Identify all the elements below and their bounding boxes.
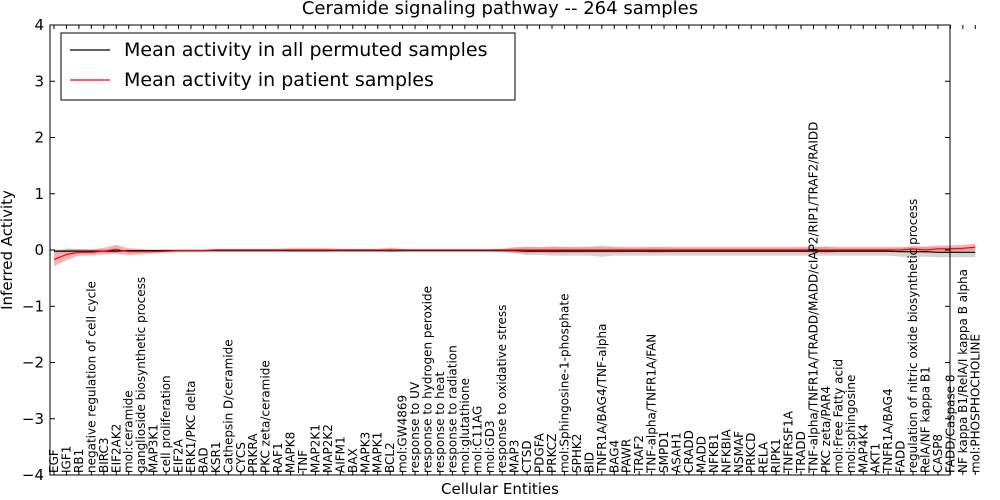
y-tick-label: 2 (34, 129, 44, 147)
x-tick-label: BAX (346, 448, 360, 473)
x-tick-label: CTSD (520, 440, 534, 473)
x-tick-label: TNFR1A/BAG4/TNF-alpha (595, 324, 609, 474)
x-tick-label: NFKBIA (719, 428, 733, 473)
x-tick-label: ganglioside biosynthetic process (134, 277, 148, 473)
x-tick-label: response to heat (433, 371, 447, 473)
x-tick-label: negative regulation of cell cycle (84, 281, 98, 473)
x-tick-label: TNF-alpha/TNFR1A/TRADD/MADD/cIAP2/RIP1/T… (806, 122, 820, 474)
x-tick-label: CRADD (682, 430, 696, 473)
x-tick-label: Cathepsin D/ceramide (221, 339, 235, 473)
x-tick-label: NF kappa B1/RelA/I kappa B alpha (956, 269, 970, 473)
x-tick-label: mol:sphingosine (844, 375, 858, 473)
y-tick-label: 3 (34, 72, 44, 90)
y-axis-ticks: 4 3 2 1 0 −1 −2 −3 −4 (22, 16, 950, 484)
x-tick-label: TNFRSF1A (782, 410, 796, 474)
x-tick-label: BIRC3 (97, 437, 111, 473)
x-tick-label: regulation of nitric oxide biosynthetic … (906, 199, 920, 473)
x-tick-label: mol:Sphingosine-1-phosphate (557, 294, 571, 474)
x-tick-label: mol:ceramide (122, 390, 136, 473)
x-tick-label: MAPK1 (371, 432, 385, 473)
x-tick-label: BAG4 (607, 440, 621, 473)
y-tick-label: −4 (22, 466, 44, 484)
legend-label-permuted: Mean activity in all permuted samples (124, 39, 487, 61)
x-tick-label: MAP3 (508, 440, 522, 473)
x-tick-label: ASAH1 (670, 432, 684, 473)
x-tick-label: BAD (196, 447, 210, 473)
y-tick-label: −1 (22, 297, 44, 315)
x-tick-label: EIF2AK2 (109, 424, 123, 473)
chart-title: Ceramide signaling pathway -- 264 sample… (302, 0, 698, 19)
x-tick-label: FADD (894, 441, 908, 474)
x-axis-label: Cellular Entities (441, 480, 559, 498)
x-tick-label: SPHK2 (570, 434, 584, 473)
x-tick-label: AKT1 (869, 443, 883, 473)
x-tick-label: PKC zeta/PAR4 (819, 386, 833, 473)
x-tick-label: RIPK1 (769, 438, 783, 473)
x-tick-label: cell proliferation (159, 375, 173, 473)
x-tick-label: TRADD (794, 431, 808, 474)
x-tick-label: PAWR (620, 439, 634, 473)
y-axis-label: Inferred Activity (0, 190, 16, 310)
y-tick-label: 4 (34, 16, 44, 34)
x-tick-label: response to UV (408, 381, 422, 473)
x-tick-label: response to hydrogen peroxide (421, 286, 435, 473)
plot-frame (49, 24, 951, 476)
y-tick-label: −3 (22, 410, 44, 428)
legend-box (60, 32, 516, 101)
x-tick-label: RB1 (72, 449, 86, 473)
x-tick-label: PRKCD (744, 433, 758, 473)
x-tick-label: NSMAF (732, 431, 746, 473)
y-tick-label: 0 (34, 241, 44, 259)
x-tick-label: MADD (694, 436, 708, 473)
series-lines (53, 246, 976, 261)
x-tick-label: IGF1 (59, 446, 73, 473)
x-tick-label: RelA/NF kappa B1 (919, 366, 933, 473)
x-tick-label: TNF (296, 450, 310, 474)
legend: Mean activity in all permuted samples Me… (60, 32, 516, 101)
x-tick-label: mol:Free Fatty acid (831, 359, 845, 473)
x-tick-label: EIF2A (172, 438, 186, 473)
x-tick-label: KSR1 (209, 442, 223, 473)
x-tick-label: MAPK8 (284, 432, 298, 473)
x-tick-label: MAP2K2 (321, 424, 335, 473)
line-series-1 (53, 246, 976, 261)
x-tick-label: mol:glutathione (458, 378, 472, 473)
x-tick-label: CASP8 (931, 434, 945, 473)
x-tick-label: response to radiation (445, 345, 459, 473)
x-tick-label: mol:GW4869 (396, 395, 410, 473)
x-tick-label: TNFR1A/BAG4 (881, 388, 895, 474)
x-tick-label: response to oxidative stress (495, 305, 509, 473)
x-tick-label: MAP2K1 (308, 424, 322, 473)
x-tick-label: mol:GD3 (483, 420, 497, 473)
x-tick-label: TRAF2 (632, 435, 646, 474)
x-tick-label: PRKRA (246, 433, 260, 473)
x-tick-label: ERK1/PKC delta (184, 380, 198, 473)
x-tick-label: CYCS (234, 442, 248, 473)
x-tick-label: RAF1 (271, 442, 285, 473)
x-tick-label: TNF-alpha/TNFR1A/FAN (645, 334, 659, 474)
y-tick-label: 1 (34, 185, 44, 203)
x-tick-label: BCL2 (383, 442, 397, 473)
legend-label-patient: Mean activity in patient samples (124, 69, 434, 91)
x-tick-label: BID (582, 452, 596, 473)
x-tick-label: mol:PHOSPHOCHOLINE (968, 334, 982, 473)
x-tick-label: RELA (757, 441, 771, 473)
x-tick-label: SMPD1 (657, 431, 671, 473)
x-tick-label: NFKB1 (707, 433, 721, 473)
x-tick-label: MAP4K4 (856, 424, 870, 473)
x-tick-label: MAP3K1 (147, 424, 161, 473)
x-tick-label: PKC zeta/ceramide (259, 360, 273, 473)
y-tick-label: −2 (22, 354, 44, 372)
x-tick-label: mol:C11AG (470, 406, 484, 473)
x-tick-label: AIFM1 (333, 436, 347, 473)
x-tick-label: MAPK3 (358, 432, 372, 473)
x-tick-label: PDGFA (533, 432, 547, 473)
x-tick-label: PRKCZ (545, 434, 559, 473)
